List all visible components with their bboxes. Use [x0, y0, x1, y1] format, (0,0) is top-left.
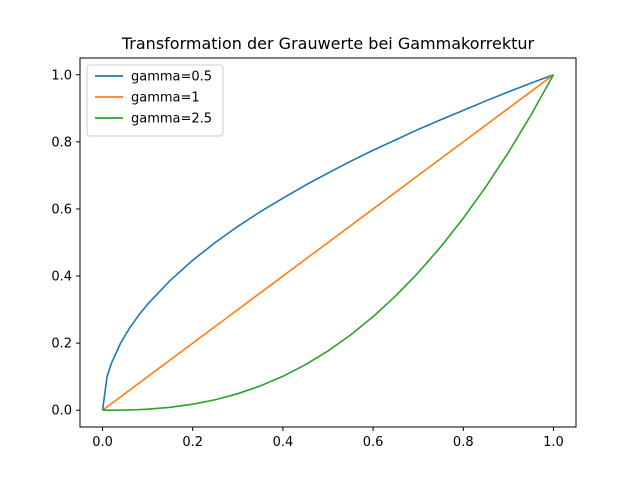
y-tick-label: 0.0	[51, 404, 72, 419]
legend-label-1: gamma=0.5	[131, 70, 212, 85]
y-tick-label: 0.6	[51, 202, 72, 217]
x-tick-label: 1.0	[543, 435, 564, 450]
series-line-1	[101, 74, 554, 411]
legend-label-3: gamma=2.5	[131, 112, 212, 127]
legend: gamma=0.5 gamma=1 gamma=2.5	[86, 64, 224, 137]
y-tick-label: 0.8	[51, 135, 72, 150]
x-tick-label: 0.0	[92, 435, 113, 450]
y-tick-label: 0.2	[51, 337, 72, 352]
x-tick-label: 0.8	[453, 435, 474, 450]
x-tick-label: 0.4	[273, 435, 294, 450]
series-line-3	[102, 74, 555, 412]
axis-ticks: 0.0 0.2 0.4 0.6 0.8 1.0 0.0 0.2 0.4 0.6 0.8 1.0	[51, 68, 563, 450]
series-line-2	[102, 74, 554, 411]
chart-title: Transformation der Grauwerte bei Gammako…	[121, 34, 535, 53]
plot-area	[101, 74, 555, 412]
y-tick-label: 0.4	[51, 270, 72, 285]
axes-frame	[79, 57, 577, 428]
y-tick-label: 1.0	[51, 68, 72, 83]
legend-label-2: gamma=1	[131, 91, 200, 106]
x-tick-label: 0.6	[363, 435, 384, 450]
x-tick-label: 0.2	[182, 435, 203, 450]
